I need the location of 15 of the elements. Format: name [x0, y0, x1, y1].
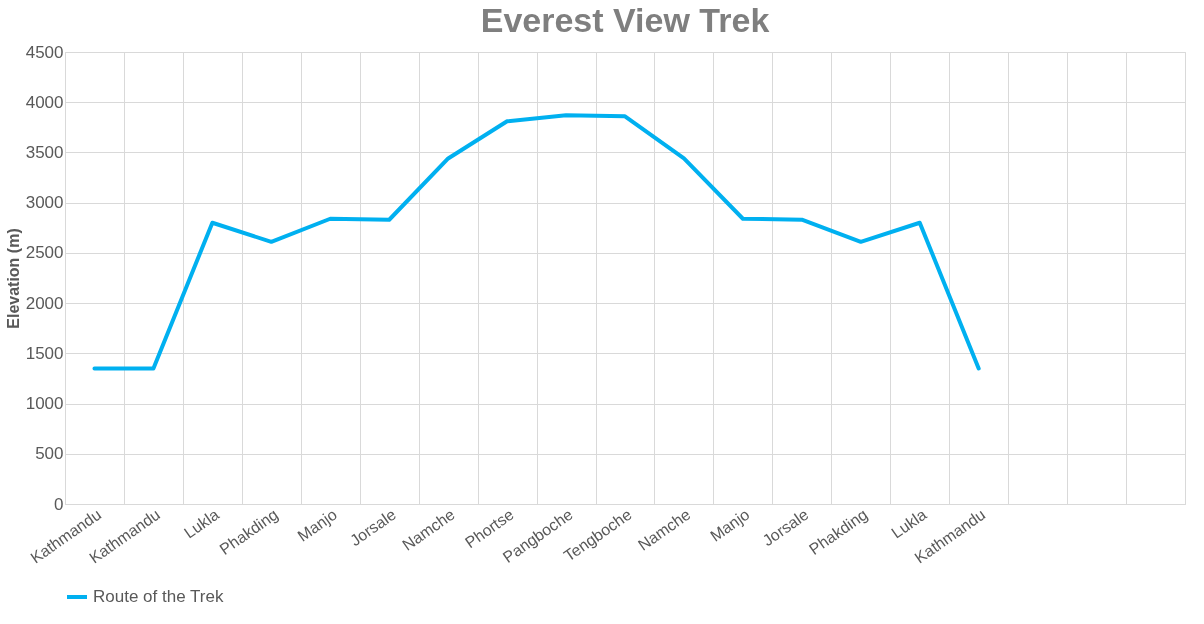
- y-tick-label: 2000: [25, 293, 64, 313]
- x-tick-label: Lukla: [180, 505, 223, 542]
- y-tick-label: 2500: [25, 243, 64, 263]
- y-tick-label: 1000: [25, 394, 64, 414]
- chart-title: Everest View Trek: [480, 1, 770, 39]
- y-tick-label: 4000: [25, 92, 64, 112]
- y-tick-label: 3500: [25, 142, 64, 162]
- y-tick-label: 0: [54, 494, 64, 514]
- y-tick-label: 1500: [25, 343, 64, 363]
- legend-label: Route of the Trek: [93, 587, 224, 606]
- y-tick-label: 4500: [25, 42, 64, 62]
- y-tick-label: 3000: [25, 193, 64, 213]
- y-axis-title: Elevation (m): [4, 228, 22, 329]
- y-tick-label: 500: [35, 444, 64, 464]
- line-series: [92, 113, 981, 371]
